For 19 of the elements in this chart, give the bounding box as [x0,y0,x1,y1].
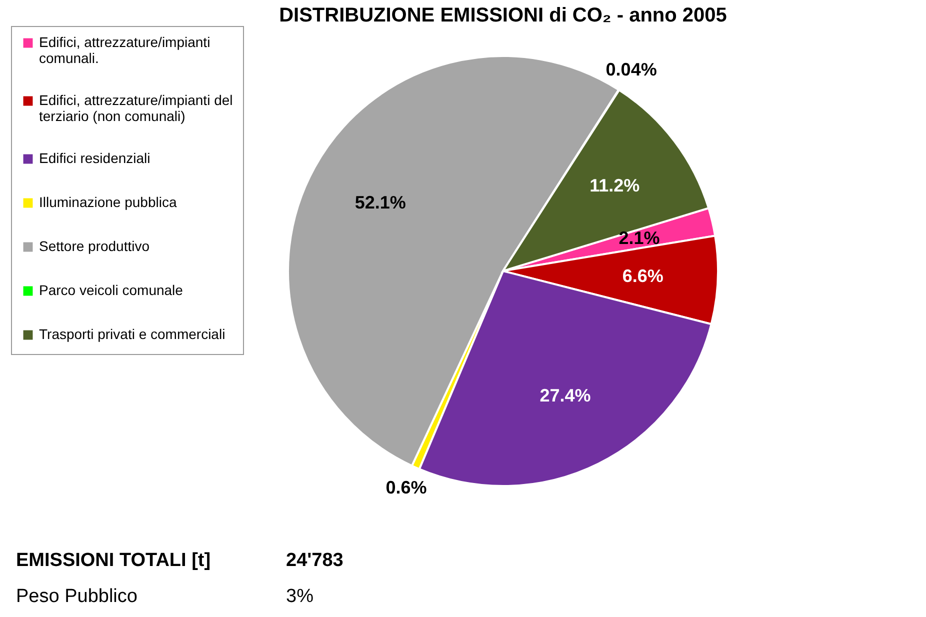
data-label: 6.6% [622,266,664,286]
data-label: 2.1% [618,228,660,248]
legend-label: Parco veicoli comunale [39,282,184,298]
text: EMISSIONI TOTALI [t] [16,550,212,572]
chart-title: DISTRIBUZIONE EMISSIONI di CO₂ - anno 2005 [279,4,727,26]
text: 24'783 [286,550,344,572]
legend-label: Edifici, attrezzature/impianti del terziario (non comunali) [39,92,233,124]
text: Peso Pubblico [16,586,138,608]
legend-label: Settore produttivo [39,238,150,254]
data-label: 11.2% [590,175,640,196]
data-label: 27.4% [540,385,591,406]
data-label: 0.04% [606,60,657,80]
legend-label: Edifici, attrezzature/impianti comunali. [39,34,210,66]
data-label: 0.6% [386,477,427,498]
legend-label: Trasporti privati e commerciali [39,326,226,342]
legend-label: Edifici residenziali [39,150,150,166]
data-label: 52.1% [354,192,406,213]
legend-label: Illuminazione pubblica [39,194,177,210]
text: 3% [286,586,314,608]
